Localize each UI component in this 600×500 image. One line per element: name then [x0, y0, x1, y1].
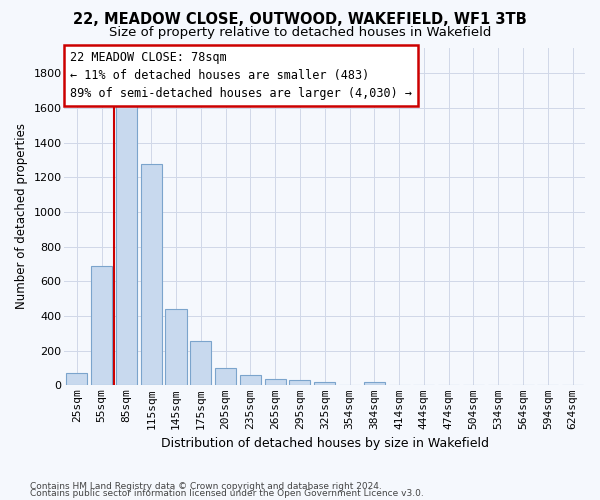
Text: Size of property relative to detached houses in Wakefield: Size of property relative to detached ho…: [109, 26, 491, 39]
Bar: [190, 341, 211, 386]
Bar: [166, 309, 187, 386]
Text: Contains HM Land Registry data © Crown copyright and database right 2024.: Contains HM Land Registry data © Crown c…: [30, 482, 382, 491]
Bar: [364, 382, 385, 386]
Bar: [240, 376, 261, 386]
Bar: [265, 379, 286, 386]
Bar: [215, 368, 236, 386]
Bar: [116, 103, 137, 386]
Text: 22 MEADOW CLOSE: 78sqm
← 11% of detached houses are smaller (483)
89% of semi-de: 22 MEADOW CLOSE: 78sqm ← 11% of detached…: [70, 51, 412, 100]
Y-axis label: Number of detached properties: Number of detached properties: [15, 124, 28, 310]
Text: Contains public sector information licensed under the Open Government Licence v3: Contains public sector information licen…: [30, 489, 424, 498]
Bar: [314, 382, 335, 386]
Bar: [67, 374, 88, 386]
Bar: [140, 164, 162, 386]
X-axis label: Distribution of detached houses by size in Wakefield: Distribution of detached houses by size …: [161, 437, 489, 450]
Text: 22, MEADOW CLOSE, OUTWOOD, WAKEFIELD, WF1 3TB: 22, MEADOW CLOSE, OUTWOOD, WAKEFIELD, WF…: [73, 12, 527, 28]
Bar: [91, 266, 112, 386]
Bar: [289, 380, 310, 386]
